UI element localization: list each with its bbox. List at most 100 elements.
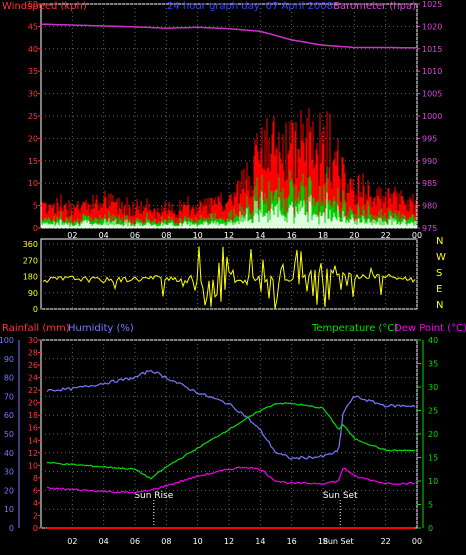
rain-tick-label: 26 (28, 361, 38, 370)
panel1-right-ticks: 975 980 985 990 995 1000 1005 1010 1015 1020 1025 (417, 0, 442, 233)
x-tick-label: 20 (349, 231, 359, 240)
barometer-line (41, 23, 417, 49)
panel3-x-ticks: 02 04 06 08 10 12 14 16 18 22 00 (67, 537, 422, 546)
humidity-tick-label: 10 (4, 505, 14, 514)
direction-tick-label: 0 (33, 305, 38, 314)
panel-wind-barometer: Windspeed (kph) 24 hour graph day: 07 Ap… (2, 0, 442, 240)
rain-tick-label: 8 (33, 474, 38, 483)
wind-tick-label: 10 (28, 179, 38, 188)
rain-tick-label: 24 (28, 374, 38, 383)
panel1-left-ticks: 0 5 10 15 20 25 30 35 40 45 50 (28, 0, 41, 233)
panel1-x-ticks: 02 04 06 08 10 12 14 16 18 20 22 00 (67, 231, 422, 240)
direction-letter: S (436, 268, 442, 279)
rain-tick-label: 14 (28, 436, 38, 445)
direction-letter: N (436, 300, 443, 311)
sunset-axis-label: Sun Set (323, 537, 354, 546)
baro-tick-label: 980 (422, 202, 437, 211)
dewpoint-label: Dew Point (°C) (394, 323, 466, 334)
x-tick-label: 00 (412, 537, 422, 546)
humidity-tick-label: 30 (4, 468, 14, 477)
humidity-tick-label: 60 (4, 411, 14, 420)
x-tick-label: 02 (67, 537, 77, 546)
baro-tick-label: 995 (422, 134, 437, 143)
temperature-line (46, 402, 416, 480)
direction-tick-label: 270 (23, 256, 38, 265)
temperature-tick-label: 10 (428, 477, 438, 486)
humidity-ticks: 0 10 20 30 40 50 60 70 80 90 100 (0, 336, 20, 533)
rain-tick-label: 12 (28, 449, 38, 458)
x-tick-label: 12 (224, 231, 234, 240)
x-tick-label: 02 (67, 231, 77, 240)
x-tick-label: 10 (193, 537, 203, 546)
wind-tick-label: 35 (28, 67, 38, 76)
wind-tick-label: 0 (33, 224, 38, 233)
humidity-tick-label: 90 (4, 355, 14, 364)
humidity-tick-label: 0 (9, 524, 14, 533)
temperature-tick-label: 0 (428, 524, 433, 533)
temperature-tick-label: 40 (428, 336, 438, 345)
humidity-tick-label: 20 (4, 486, 14, 495)
x-tick-label: 04 (99, 231, 109, 240)
rain-tick-label: 4 (33, 499, 38, 508)
humidity-line (46, 369, 416, 460)
direction-tick-label: 360 (23, 240, 38, 249)
x-tick-label: 16 (287, 231, 297, 240)
direction-letter: E (436, 284, 442, 295)
x-tick-label: 16 (287, 537, 297, 546)
temperature-label: Temperature (°C) (311, 323, 398, 334)
sunset-label: Sun Set (323, 491, 358, 501)
direction-letter: W (436, 252, 446, 263)
rain-tick-label: 0 (33, 524, 38, 533)
x-tick-label: 00 (412, 231, 422, 240)
x-tick-label: 10 (193, 231, 203, 240)
humidity-tick-label: 40 (4, 449, 14, 458)
humidity-label: Humidity (%) (68, 323, 134, 334)
wind-tick-label: 30 (28, 90, 38, 99)
wind-tick-label: 5 (33, 202, 38, 211)
x-tick-label: 04 (99, 537, 109, 546)
panel1-left-label: Windspeed (kph) (2, 1, 87, 12)
x-tick-label: 08 (161, 537, 171, 546)
baro-tick-label: 1020 (422, 22, 442, 31)
panel2-grid (41, 239, 418, 310)
baro-tick-label: 1005 (422, 90, 442, 99)
dewpoint-line (46, 466, 416, 495)
temperature-ticks: 0 5 10 15 20 25 30 35 40 (417, 336, 438, 533)
direction-tick-label: 90 (28, 289, 38, 298)
x-tick-label: 14 (255, 537, 265, 546)
humidity-tick-label: 50 (4, 430, 14, 439)
baro-tick-label: 975 (422, 224, 437, 233)
baro-tick-label: 1025 (422, 0, 442, 9)
temperature-tick-label: 30 (428, 383, 438, 392)
wind-tick-label: 25 (28, 112, 38, 121)
baro-tick-label: 990 (422, 157, 437, 166)
rain-tick-label: 20 (28, 399, 38, 408)
rain-tick-label: 28 (28, 349, 38, 358)
humidity-tick-label: 70 (4, 392, 14, 401)
temperature-tick-label: 35 (428, 360, 438, 369)
panel1-title: 24 hour graph day: 07 April 2008 (167, 1, 333, 12)
panel1-wind-bars (41, 108, 417, 228)
x-tick-label: 06 (130, 537, 140, 546)
panel3-grid (41, 339, 418, 529)
baro-tick-label: 985 (422, 179, 437, 188)
rain-tick-label: 30 (28, 336, 38, 345)
sunrise-label: Sun Rise (134, 491, 173, 501)
x-tick-label: 12 (224, 537, 234, 546)
direction-letter: N (436, 236, 443, 247)
baro-tick-label: 1000 (422, 112, 442, 121)
rain-tick-label: 6 (33, 486, 38, 495)
direction-tick-label: 180 (23, 273, 38, 282)
rain-tick-label: 2 (33, 511, 38, 520)
wind-tick-label: 40 (28, 45, 38, 54)
temperature-tick-label: 5 (428, 501, 433, 510)
temperature-tick-label: 25 (428, 407, 438, 416)
rain-tick-label: 18 (28, 411, 38, 420)
rain-tick-label: 16 (28, 424, 38, 433)
x-tick-label: 18 (318, 537, 328, 546)
panel1-right-label: Barometer (hpa) (333, 1, 416, 12)
